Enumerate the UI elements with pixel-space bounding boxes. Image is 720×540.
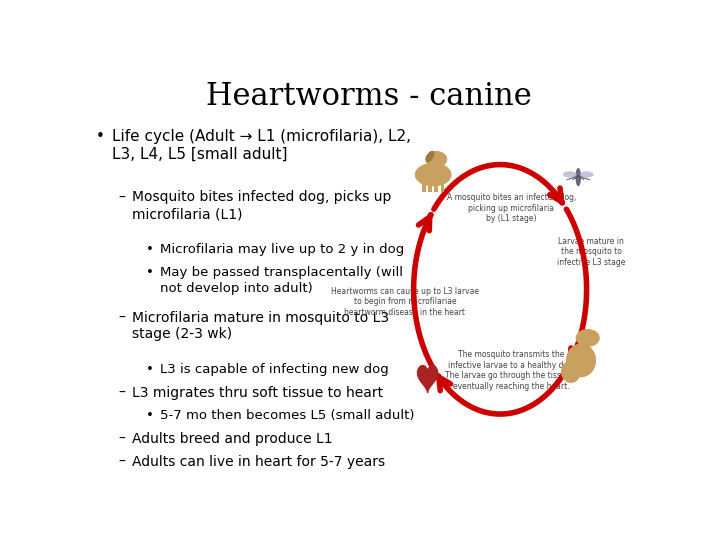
Text: –: –: [118, 455, 125, 469]
Text: Larvae mature in
the mosquito to
infective L3 stage: Larvae mature in the mosquito to infecti…: [557, 237, 625, 267]
Text: May be passed transplacentally (will
not develop into adult): May be passed transplacentally (will not…: [160, 266, 402, 294]
Circle shape: [426, 151, 447, 167]
Text: •: •: [145, 266, 153, 279]
Text: Adults breed and produce L1: Adults breed and produce L1: [132, 432, 333, 446]
Text: –: –: [118, 386, 125, 400]
Text: •: •: [145, 409, 153, 422]
Text: –: –: [118, 310, 125, 325]
Text: Life cycle (Adult → L1 (microfilaria), L2,
L3, L4, L5 [small adult]: Life cycle (Adult → L1 (microfilaria), L…: [112, 129, 411, 162]
Text: •: •: [96, 129, 104, 144]
Text: Heartworms can cause up to L3 larvae
to begin from microfilariae
heartworm disea: Heartworms can cause up to L3 larvae to …: [331, 287, 479, 316]
Text: Adults can live in heart for 5-7 years: Adults can live in heart for 5-7 years: [132, 455, 385, 469]
Text: The mosquito transmits the
infective larvae to a healthy dog.
The larvae go thro: The mosquito transmits the infective lar…: [446, 350, 577, 390]
Ellipse shape: [415, 163, 451, 186]
Text: Mosquito bites infected dog, picks up
microfilaria (L1): Mosquito bites infected dog, picks up mi…: [132, 191, 391, 221]
Ellipse shape: [575, 168, 581, 186]
Text: –: –: [118, 191, 125, 204]
Bar: [422, 179, 426, 192]
Polygon shape: [418, 366, 438, 393]
Ellipse shape: [426, 151, 435, 163]
Bar: [428, 179, 432, 192]
Text: •: •: [145, 243, 153, 256]
Ellipse shape: [563, 171, 577, 178]
Text: Microfilaria mature in mosquito to L3
stage (2-3 wk): Microfilaria mature in mosquito to L3 st…: [132, 310, 389, 341]
Text: –: –: [118, 432, 125, 446]
Ellipse shape: [580, 171, 593, 178]
Bar: [434, 179, 438, 192]
Text: Microfilaria may live up to 2 y in dog: Microfilaria may live up to 2 y in dog: [160, 243, 404, 256]
Text: Heartworms - canine: Heartworms - canine: [206, 82, 532, 112]
Text: L3 is capable of infecting new dog: L3 is capable of infecting new dog: [160, 363, 389, 376]
Ellipse shape: [561, 360, 581, 383]
Bar: [441, 179, 444, 192]
Text: •: •: [145, 363, 153, 376]
Text: L3 migrates thru soft tissue to heart: L3 migrates thru soft tissue to heart: [132, 386, 383, 400]
Text: A mosquito bites an infected dog,
picking up microfilaria
by (L1 stage): A mosquito bites an infected dog, pickin…: [446, 193, 576, 223]
Ellipse shape: [566, 343, 596, 377]
Text: 5-7 mo then becomes L5 (small adult): 5-7 mo then becomes L5 (small adult): [160, 409, 414, 422]
Circle shape: [576, 329, 600, 347]
